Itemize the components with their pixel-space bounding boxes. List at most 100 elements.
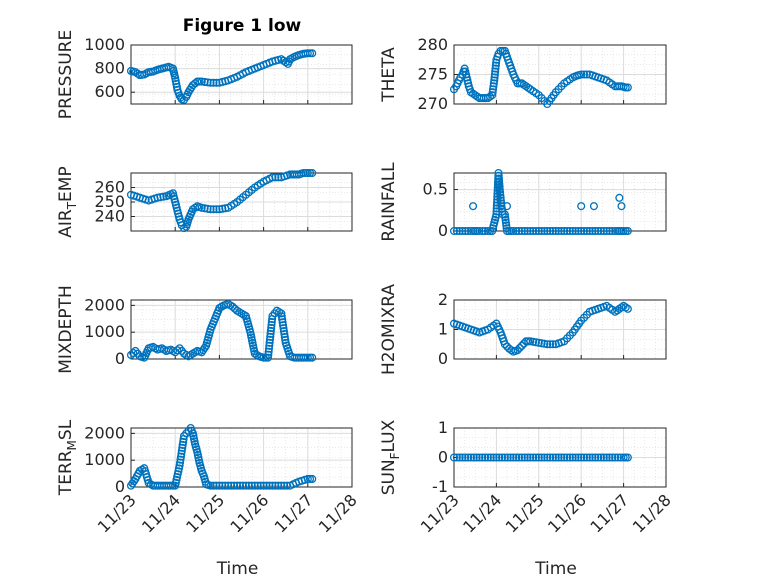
y-axis-label: PRESSURE (56, 30, 76, 119)
data-point (577, 202, 586, 211)
data-point (172, 79, 181, 88)
data-point (591, 453, 600, 462)
y-tick-label: 2 (438, 290, 448, 309)
y-tick-label: 1000 (84, 450, 125, 469)
data-point (494, 168, 503, 178)
data-point (209, 481, 218, 490)
data-point (513, 346, 522, 355)
data-point (557, 453, 566, 462)
subplot-theta: 270 275 280 THETA (379, 35, 667, 113)
data-point (537, 339, 546, 348)
data-point (531, 453, 541, 462)
data-point (461, 226, 470, 236)
x-tick-label: 11/28 (315, 490, 361, 536)
subplot-rainfall: 0 0.5 RAINFALL (379, 162, 667, 242)
data-point (176, 458, 185, 467)
data-point (548, 226, 557, 236)
data-point (177, 446, 186, 455)
data-point (305, 168, 315, 178)
data-point (228, 302, 237, 311)
y-tick-label: 600 (94, 82, 125, 101)
data-point (195, 77, 204, 86)
y-tick-label: 280 (417, 35, 448, 54)
data-point (224, 481, 233, 490)
data-point (540, 226, 549, 236)
data-point (623, 83, 632, 92)
y-tick-label: 240 (94, 207, 125, 226)
subplot-pressure: 600 800 1000 PRESSURE (56, 30, 353, 119)
data-point (577, 70, 586, 79)
data-point (250, 481, 259, 490)
data-point (495, 185, 504, 194)
data-point (279, 324, 288, 333)
data-point (548, 340, 557, 349)
data-point (529, 337, 538, 346)
data-point (611, 453, 620, 462)
y-axis-label: MIXDEPTH (56, 285, 76, 374)
data-point (523, 453, 532, 462)
data-point (503, 453, 512, 462)
x-tick-label: 11/24 (138, 490, 184, 536)
data-point (495, 177, 504, 186)
data-point (565, 226, 574, 236)
y-axis-label: AIRTEMP (56, 166, 79, 237)
data-point (489, 79, 498, 88)
data-point (574, 453, 583, 462)
data-point (498, 453, 507, 462)
data-point (278, 321, 288, 330)
series-1 (449, 301, 632, 356)
data-point (492, 453, 501, 462)
data-point (278, 318, 287, 327)
y-tick-label: 0 (438, 448, 448, 467)
y-tick-label: 2000 (84, 295, 125, 314)
data-point (475, 453, 484, 462)
data-point (496, 191, 505, 200)
data-point (500, 210, 509, 219)
axes-frame (130, 299, 353, 360)
data-point (175, 461, 184, 470)
data-point (485, 92, 495, 101)
data-point (449, 226, 459, 236)
x-tick-label: 11/24 (459, 490, 505, 536)
data-point (617, 202, 626, 211)
data-point (488, 88, 497, 97)
data-point (280, 330, 289, 339)
data-point (517, 453, 526, 462)
data-point (534, 226, 543, 236)
data-point (265, 335, 274, 344)
data-point (277, 312, 286, 321)
data-point (303, 168, 312, 178)
data-point (585, 453, 594, 462)
data-point (502, 202, 512, 211)
data-point (599, 453, 608, 462)
data-point (486, 453, 495, 462)
data-point (200, 204, 209, 213)
y-tick-label: 275 (417, 65, 448, 84)
data-point (495, 453, 504, 462)
data-point (615, 193, 624, 202)
data-point (517, 226, 526, 236)
data-point (218, 481, 227, 490)
data-point (623, 226, 632, 236)
data-point (613, 453, 622, 462)
data-point (303, 49, 312, 58)
data-point (520, 226, 529, 236)
data-point (203, 78, 212, 87)
data-point (515, 343, 524, 352)
data-point (577, 453, 586, 462)
data-point (177, 449, 186, 458)
data-point (596, 226, 606, 236)
series-1 (126, 49, 317, 104)
data-point (206, 481, 215, 490)
data-point (308, 474, 317, 484)
data-point (582, 453, 591, 462)
data-point (526, 453, 535, 462)
data-point (571, 226, 580, 236)
data-point (266, 332, 275, 341)
data-point (571, 453, 580, 462)
data-point (546, 340, 555, 349)
series-1 (126, 423, 317, 490)
data-point (247, 481, 256, 490)
data-point (602, 453, 611, 462)
